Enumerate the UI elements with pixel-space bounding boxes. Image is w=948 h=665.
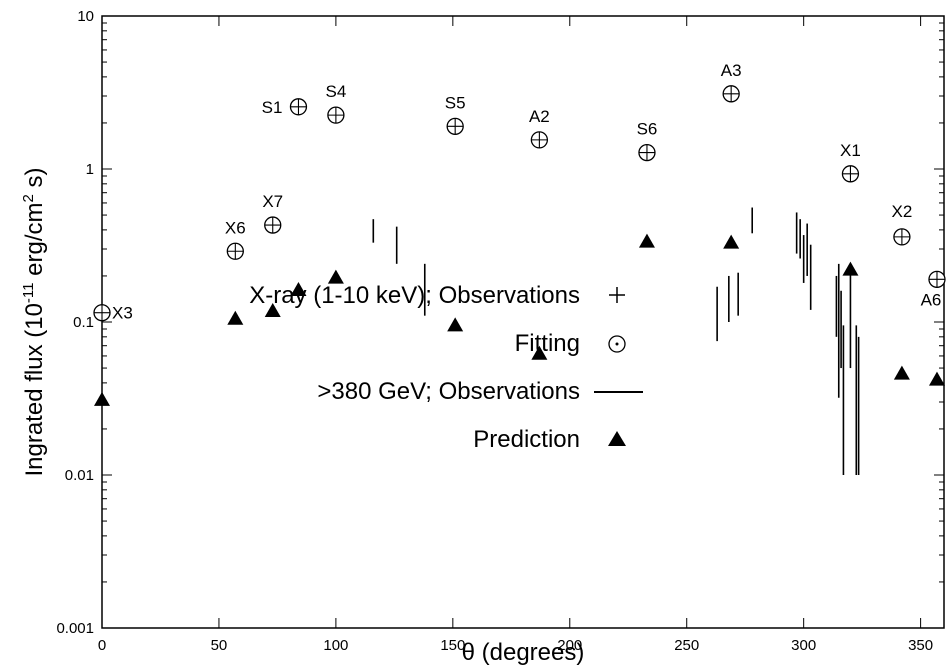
- x-tick-label: 150: [440, 637, 465, 654]
- prediction-point: [531, 345, 548, 360]
- fitting-point: X6: [225, 218, 246, 260]
- prediction-series: [94, 233, 945, 406]
- x-tick-label: 250: [674, 637, 699, 654]
- fitting-label: X6: [225, 218, 246, 237]
- legend-label-xray: X-ray (1-10 keV); Observations: [249, 282, 580, 309]
- fitting-label: X3: [112, 304, 133, 323]
- fitting-label: S1: [262, 98, 283, 117]
- x-tick-label: 300: [791, 637, 816, 654]
- fitting-label: S6: [637, 120, 658, 139]
- prediction-point: [638, 233, 655, 248]
- fitting-label: S4: [325, 82, 346, 101]
- x-tick-label: 100: [323, 637, 348, 654]
- legend-label-prediction: Prediction: [473, 426, 580, 453]
- prediction-point: [94, 391, 110, 406]
- y-tick-label: 0.1: [73, 314, 94, 331]
- fitting-label: A2: [529, 107, 550, 126]
- legend-label-fitting: Fitting: [515, 330, 580, 357]
- prediction-point: [264, 303, 281, 318]
- x-tick-label: 350: [908, 637, 933, 654]
- prediction-point: [447, 317, 464, 332]
- prediction-point: [893, 365, 910, 380]
- fitting-point: A6: [921, 270, 946, 309]
- fitting-point: S6: [637, 120, 658, 162]
- prediction-point: [327, 269, 344, 284]
- y-tick-label: 1: [86, 161, 94, 178]
- fitting-point: A3: [721, 61, 742, 103]
- x-tick-label: 200: [557, 637, 582, 654]
- fitting-label: X7: [262, 192, 283, 211]
- prediction-point: [842, 261, 859, 276]
- y-tick-label: 10: [77, 8, 94, 25]
- prediction-point: [723, 234, 740, 249]
- fitting-point: X3: [93, 304, 133, 323]
- fitting-point: S1: [262, 98, 308, 117]
- fitting-label: S5: [445, 93, 466, 112]
- fitting-label: A6: [921, 290, 942, 309]
- fitting-point: X1: [840, 141, 861, 183]
- x-tick-label: 0: [98, 637, 106, 654]
- fitting-point: A2: [529, 107, 550, 149]
- x-axis-title: θ (degrees): [462, 639, 585, 665]
- prediction-point: [928, 371, 945, 386]
- legend-marker-circle-dot: [608, 335, 626, 353]
- plot-frame: [101, 15, 945, 629]
- x-tick-label: 50: [211, 637, 228, 654]
- y-axis-title: Ingrated flux (10-11 erg/cm2 s): [20, 167, 48, 476]
- legend: X-ray (1-10 keV); Observations Fitting >…: [249, 282, 643, 453]
- prediction-point: [227, 310, 244, 325]
- fitting-series: X3 X6 X7 S1 S4 S5 A2 S6 A3 X1 X2 A6: [93, 61, 946, 323]
- legend-label-tev: >380 GeV; Observations: [317, 378, 580, 405]
- fitting-point: S4: [325, 82, 346, 124]
- fitting-point: X2: [892, 202, 913, 246]
- fitting-label: X1: [840, 141, 861, 160]
- fitting-label: X2: [892, 202, 913, 221]
- axis-ticks: 0 50 100 150 200 250 300 350 0.001 0.01 0.1 1 10: [56, 8, 944, 654]
- y-tick-label: 0.01: [65, 467, 94, 484]
- prediction-point: [290, 281, 307, 296]
- legend-marker-plus: [609, 287, 625, 303]
- tev-observation-series: [372, 207, 860, 475]
- fitting-point: X7: [262, 192, 283, 234]
- fitting-label: A3: [721, 61, 742, 80]
- legend-marker-triangle: [608, 431, 626, 446]
- fitting-point: S5: [445, 93, 466, 136]
- y-tick-label: 0.001: [56, 620, 94, 637]
